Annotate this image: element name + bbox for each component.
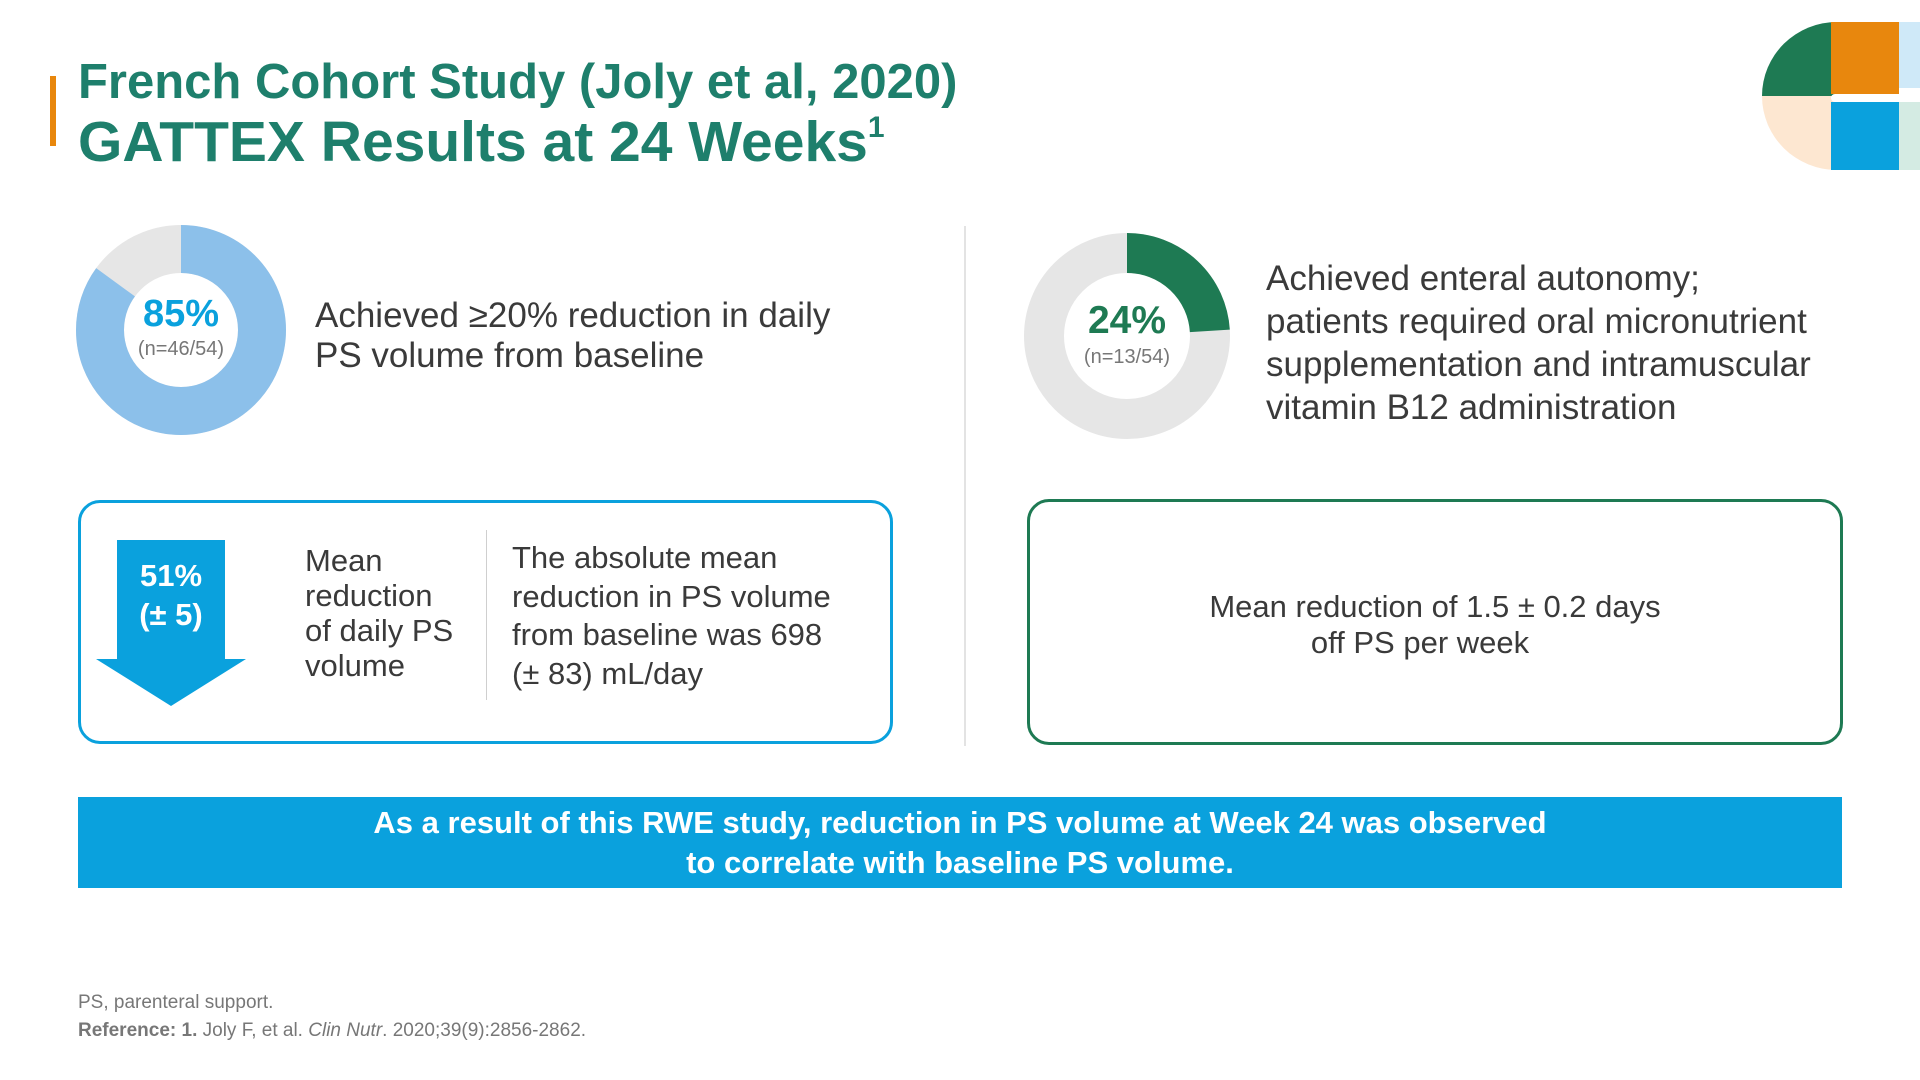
down-arrow-icon bbox=[96, 540, 246, 706]
arrow-percent: 51% bbox=[139, 558, 203, 593]
days-off-line: off PS per week bbox=[1310, 625, 1530, 660]
reference-label: Reference: bbox=[78, 1020, 177, 1041]
column-divider bbox=[964, 226, 966, 746]
reference-journal: Clin Nutr bbox=[308, 1020, 383, 1041]
absolute-text-line: The absolute mean bbox=[512, 540, 778, 575]
stat-right-line: Achieved enteral autonomy; bbox=[1266, 259, 1700, 298]
stat-right-line: patients required oral micronutrient bbox=[1266, 302, 1807, 341]
days-off-ps-text: Mean reduction of 1.5 ± 0.2 days off PS … bbox=[1190, 589, 1680, 661]
mean-reduction-label: Mean reduction of daily PS volume bbox=[305, 543, 453, 683]
days-off-line: Mean reduction of 1.5 ± 0.2 days bbox=[1209, 589, 1661, 624]
donut-right-percent: 24% bbox=[1087, 299, 1167, 342]
mean-label-line: Mean bbox=[305, 543, 383, 578]
reference-citation: . 2020;39(9):2856-2862. bbox=[382, 1020, 587, 1041]
stat-left-line: Achieved ≥20% reduction in daily bbox=[315, 296, 831, 335]
title-superscript: 1 bbox=[867, 111, 885, 144]
donut-right: 24% (n=13/54) bbox=[1022, 231, 1232, 441]
footnote-reference: Reference: 1. Joly F, et al. Clin Nutr. … bbox=[78, 1019, 586, 1043]
banner-line: As a result of this RWE study, reduction… bbox=[373, 805, 1547, 840]
stat-left-line: PS volume from baseline bbox=[315, 336, 705, 375]
footnote-abbreviation: PS, parenteral support. bbox=[78, 992, 274, 1013]
arrow-value-label: 51% (± 5) bbox=[96, 556, 246, 634]
donut-left: 85% (n=46/54) bbox=[76, 225, 286, 435]
donut-left-arc bbox=[76, 225, 286, 435]
days-off-ps-box bbox=[1027, 499, 1843, 745]
banner-line: to correlate with baseline PS volume. bbox=[686, 845, 1234, 880]
page-title: French Cohort Study (Joly et al, 2020) G… bbox=[78, 54, 957, 174]
donut-left-chart bbox=[76, 225, 286, 435]
absolute-text-line: reduction in PS volume bbox=[512, 578, 831, 614]
stat-right-text: Achieved enteral autonomy; patients requ… bbox=[1266, 257, 1811, 429]
arrow-range: (± 5) bbox=[139, 597, 203, 632]
box-inner-divider bbox=[486, 530, 487, 700]
title-line-2-text: GATTEX Results at 24 Weeks bbox=[78, 110, 868, 174]
reference-authors: Joly F, et al. bbox=[202, 1020, 303, 1041]
title-line-1: French Cohort Study (Joly et al, 2020) bbox=[78, 55, 958, 109]
title-line-2: GATTEX Results at 24 Weeks1 bbox=[78, 110, 957, 174]
title-accent-bar bbox=[50, 76, 56, 146]
donut-right-n: (n=13/54) bbox=[1083, 346, 1171, 368]
brand-logo-icon bbox=[1762, 22, 1920, 170]
absolute-text-line: (± 83) mL/day bbox=[512, 655, 704, 691]
donut-left-percent: 85% bbox=[142, 293, 220, 335]
donut-left-n: (n=46/54) bbox=[137, 338, 225, 360]
stat-right-line: supplementation and intramuscular bbox=[1266, 345, 1811, 384]
mean-label-line: of daily PS bbox=[305, 613, 454, 648]
donut-right-arc bbox=[1024, 233, 1230, 439]
absolute-reduction-text: The absolute mean reduction in PS volume… bbox=[512, 539, 831, 693]
mean-label-line: reduction bbox=[305, 578, 433, 613]
reference-number: 1. bbox=[181, 1020, 198, 1041]
conclusion-banner: As a result of this RWE study, reduction… bbox=[78, 797, 1842, 888]
absolute-text-line: from baseline was 698 bbox=[512, 617, 823, 652]
donut-right-chart bbox=[1024, 233, 1230, 439]
stat-right-line: vitamin B12 administration bbox=[1266, 388, 1677, 427]
mean-label-line: volume bbox=[305, 648, 405, 683]
stat-left-text: Achieved ≥20% reduction in daily PS volu… bbox=[315, 296, 830, 376]
